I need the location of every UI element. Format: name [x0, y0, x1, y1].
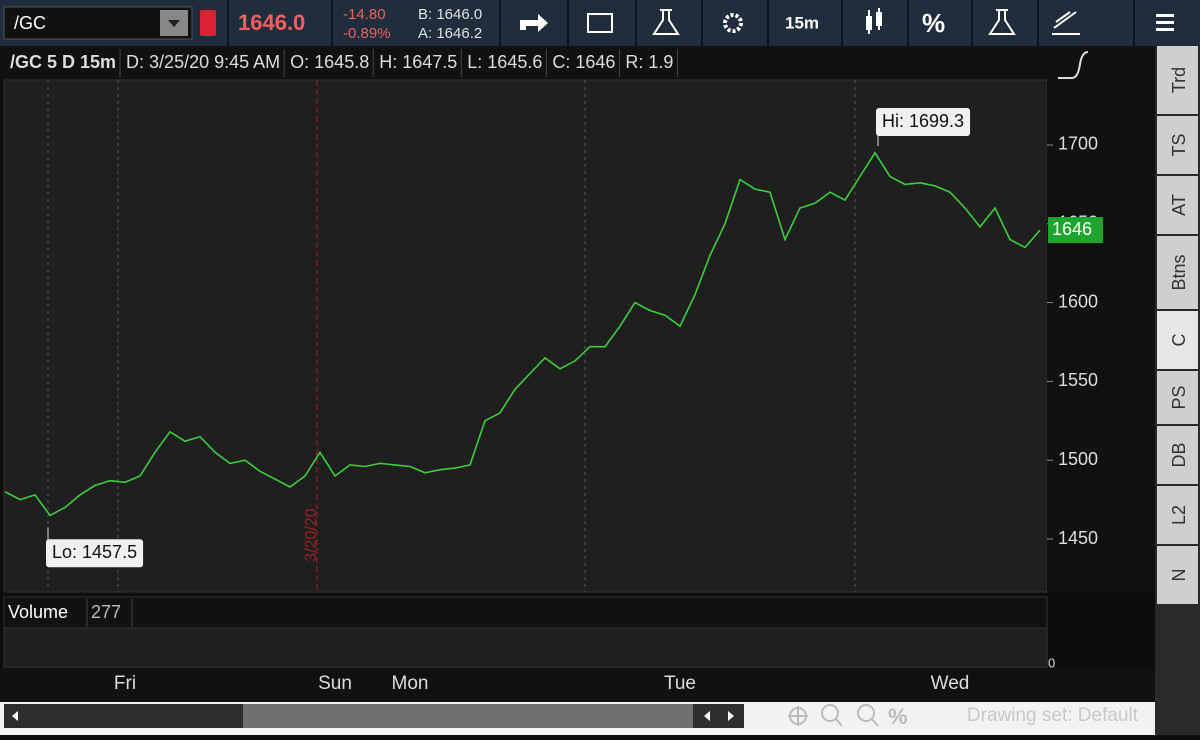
sidebar-tab[interactable]	[1157, 486, 1198, 544]
sidebar-tab-label: C	[1169, 334, 1189, 347]
ask: A: 1646.2	[418, 25, 482, 42]
annotation-label: Hi: 1699.3	[882, 111, 964, 131]
annotation-label: Lo: 1457.5	[52, 542, 137, 562]
change-pct: -0.89%	[343, 25, 391, 42]
fit-percent[interactable]: %	[888, 704, 908, 729]
info-item: C: 1646	[552, 52, 615, 72]
info-item: D: 3/25/20 9:45 AM	[126, 52, 280, 72]
interval[interactable]: 15m	[785, 13, 819, 32]
date-axis	[0, 668, 1155, 702]
sidebar-tab[interactable]	[1157, 116, 1198, 174]
zoom-tools[interactable]	[788, 704, 879, 727]
bid: B: 1646.0	[418, 6, 482, 23]
change: -14.80	[343, 6, 386, 23]
price-line	[4, 151, 1041, 517]
sidebar-tab-label: L2	[1169, 505, 1189, 525]
volume-value: 277	[91, 602, 121, 622]
news-icon[interactable]	[587, 13, 613, 33]
link-badge[interactable]	[200, 10, 216, 36]
sidebar-tab[interactable]	[1157, 426, 1198, 484]
y-tick-label: 1700	[1058, 134, 1098, 154]
studies-icon-2[interactable]	[988, 9, 1016, 35]
x-tick-label: Fri	[114, 673, 136, 694]
drawing-icon[interactable]	[1052, 11, 1080, 35]
y-tick-label: 1450	[1058, 528, 1098, 548]
plot-area	[3, 79, 1048, 593]
annotation: Hi: 1699.3	[876, 108, 971, 137]
y-tick-label: 1600	[1058, 291, 1098, 311]
y-tick-label: 1550	[1058, 370, 1098, 390]
scroll-left[interactable]	[12, 711, 18, 721]
sidebar-tab-label: AT	[1169, 194, 1189, 216]
x-tick-label: Wed	[931, 673, 970, 694]
expiration-label: 3/20/20	[303, 508, 320, 561]
sidebar-tab[interactable]	[1157, 546, 1198, 604]
sidebar-tab-label: Trd	[1169, 67, 1189, 93]
sidebar-tab[interactable]	[1157, 236, 1198, 309]
percent-button[interactable]: %	[922, 8, 945, 38]
menu-icon[interactable]	[1156, 14, 1174, 31]
toolbar-dividers	[227, 0, 1135, 46]
dropdown-arrow	[168, 20, 180, 27]
info-item: /GC 5 D 15m	[10, 52, 116, 72]
sidebar-tab[interactable]	[1157, 46, 1198, 114]
volume-area	[3, 627, 1048, 669]
sidebar-tab-label: N	[1169, 569, 1189, 582]
info-items: /GC 5 D 15m D: 3/25/20 9:45 AM O: 1645.8 H:…	[10, 49, 678, 77]
info-item: L: 1645.6	[467, 52, 542, 72]
info-item: O: 1645.8	[290, 52, 369, 72]
info-item: R: 1.9	[625, 52, 673, 72]
symbol: /GC	[14, 13, 46, 33]
style-icon[interactable]	[1058, 51, 1089, 79]
volume-axis-label: 0	[1048, 655, 1055, 670]
studies-icon[interactable]	[652, 9, 680, 35]
info-bar	[0, 46, 1155, 80]
settings-icon[interactable]	[723, 13, 743, 33]
annotation-box	[876, 108, 971, 137]
sidebar-tab[interactable]	[1157, 176, 1198, 234]
sidebar-tabs: Trd TS AT Btns C PS DB L2 N	[1157, 46, 1198, 604]
sidebar-tab-label: TS	[1169, 133, 1189, 156]
info-item: H: 1647.5	[379, 52, 457, 72]
sidebar-tab-label: PS	[1169, 385, 1189, 409]
last-price-tag	[1048, 217, 1103, 244]
sidebar-tab-label: DB	[1169, 442, 1189, 467]
last-price: 1646.0	[238, 10, 305, 35]
scroll-step[interactable]	[704, 711, 734, 721]
annotation: Lo: 1457.5	[46, 539, 144, 568]
volume-label: Volume	[8, 602, 68, 622]
day-grid	[47, 80, 856, 668]
x-tick-label: Tue	[664, 673, 696, 694]
volume-header	[3, 596, 1048, 629]
x-tick-label: Sun	[318, 673, 352, 694]
share-icon[interactable]	[520, 14, 548, 32]
last-price-label: 1646	[1052, 219, 1092, 239]
scroll-thumb[interactable]	[243, 704, 693, 728]
x-tick-label: Mon	[392, 673, 429, 694]
sidebar-tab[interactable]	[1157, 311, 1198, 369]
annotation-box	[46, 539, 144, 568]
sidebar-tab[interactable]	[1157, 371, 1198, 424]
candle-icon[interactable]	[866, 8, 882, 34]
price-axis	[1047, 80, 1155, 592]
drawing-set[interactable]: Drawing set: Default	[967, 705, 1139, 726]
y-tick-label: 1500	[1058, 449, 1098, 469]
sidebar-tab-label: Btns	[1169, 254, 1189, 290]
